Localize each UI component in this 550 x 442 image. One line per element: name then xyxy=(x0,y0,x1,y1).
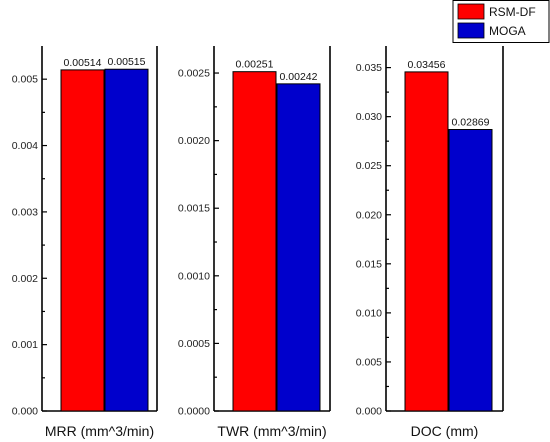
bar-rsm-df xyxy=(232,71,277,412)
y-tick-label: 0.0020 xyxy=(178,135,210,147)
bar-moga xyxy=(448,128,493,412)
y-tick-label: 0.005 xyxy=(356,356,382,368)
y-tick-label: 0.005 xyxy=(12,74,38,86)
bar-rsm-df xyxy=(60,69,105,412)
y-tick-label: 0.0000 xyxy=(178,406,210,418)
y-tick-label: 0.003 xyxy=(12,206,38,218)
y-tick-label: 0.020 xyxy=(356,209,382,221)
data-label: 0.03456 xyxy=(408,59,446,71)
y-tick-label: 0.0025 xyxy=(178,68,210,80)
data-label: 0.00515 xyxy=(108,56,146,68)
y-tick-label: 0.0015 xyxy=(178,203,210,215)
y-tick-label: 0.000 xyxy=(12,406,38,418)
y-tick-label: 0.0005 xyxy=(178,338,210,350)
y-tick-label: 0.002 xyxy=(12,273,38,285)
y-tick-label: 0.030 xyxy=(356,111,382,123)
bar-moga xyxy=(104,68,149,412)
data-label: 0.00251 xyxy=(236,59,274,71)
legend-label: MOGA xyxy=(489,24,526,38)
bar-moga xyxy=(276,83,321,412)
y-tick-label: 0.004 xyxy=(12,140,38,152)
data-label: 0.00514 xyxy=(64,57,102,69)
y-tick-label: 0.010 xyxy=(356,307,382,319)
bar-rsm-df xyxy=(404,71,449,412)
y-tick-label: 0.015 xyxy=(356,258,382,270)
data-label: 0.02869 xyxy=(452,116,490,128)
y-tick-label: 0.035 xyxy=(356,62,382,74)
y-tick-label: 0.001 xyxy=(12,339,38,351)
legend-swatch-moga xyxy=(457,22,485,39)
y-tick-label: 0.0010 xyxy=(178,270,210,282)
y-tick-label: 0.025 xyxy=(356,160,382,172)
legend-label: RSM-DF xyxy=(489,5,536,19)
data-label: 0.00242 xyxy=(280,71,318,83)
y-tick-label: 0.000 xyxy=(356,406,382,418)
x-axis-title: MRR (mm^3/min) xyxy=(45,423,154,439)
legend-swatch-rsm-df xyxy=(457,3,485,20)
x-axis-title: DOC (mm) xyxy=(411,423,479,439)
x-axis-title: TWR (mm^3/min) xyxy=(217,423,326,439)
